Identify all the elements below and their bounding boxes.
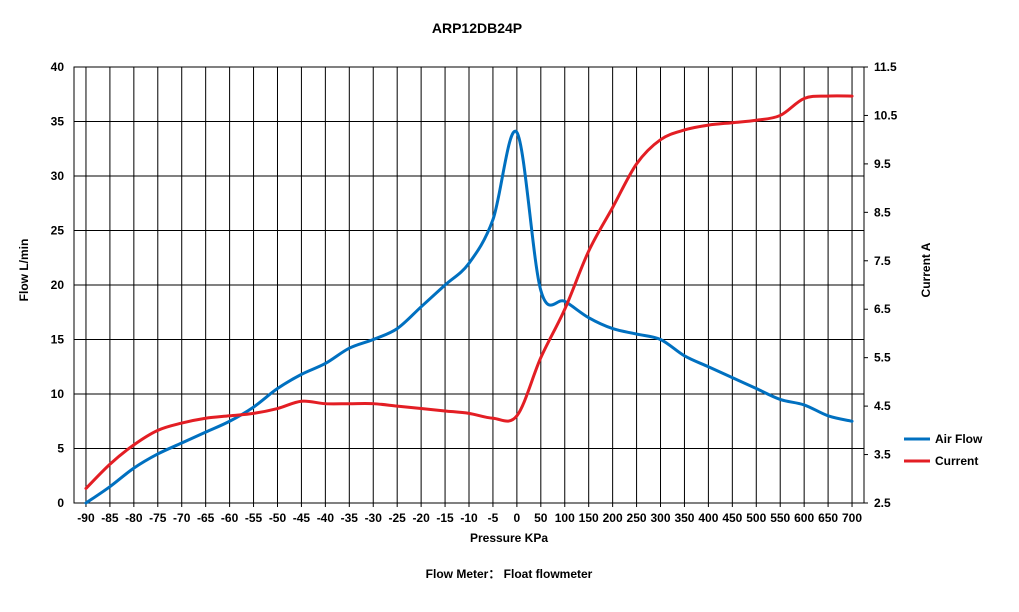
x-tick-label: -5: [488, 511, 499, 525]
x-tick-label: 300: [650, 511, 670, 525]
right-axis-ticks: 2.5 3.5 4.5 5.5 6.5 7.5 8.5 9.5 10.5 11.5: [864, 60, 898, 510]
right-tick-label: 11.5: [874, 60, 897, 74]
x-tick-label: -90: [77, 511, 95, 525]
left-tick-label: 35: [51, 115, 65, 129]
x-tick-label: -40: [317, 511, 335, 525]
right-tick-label: 7.5: [874, 254, 891, 268]
left-tick-label: 30: [51, 169, 65, 183]
x-tick-label: -65: [197, 511, 215, 525]
legend-label-current: Current: [935, 454, 978, 468]
right-tick-label: 3.5: [874, 448, 891, 462]
x-tick-label: 150: [579, 511, 599, 525]
x-axis-title: Pressure KPa: [470, 531, 548, 545]
x-tick-label: -10: [460, 511, 478, 525]
x-tick-label: 100: [555, 511, 575, 525]
x-tick-label: 200: [603, 511, 623, 525]
x-tick-label: 350: [674, 511, 694, 525]
x-tick-label: -20: [412, 511, 430, 525]
x-tick-label: 500: [746, 511, 766, 525]
x-tick-label: -45: [293, 511, 311, 525]
left-tick-label: 0: [57, 496, 64, 510]
x-tick-label: -25: [389, 511, 407, 525]
left-tick-label: 40: [51, 60, 65, 74]
x-tick-label: 550: [770, 511, 790, 525]
right-tick-label: 5.5: [874, 351, 891, 365]
x-axis-ticks: -90-85-80-75-70-65-60-55-50-45-40-35-30-…: [77, 503, 862, 525]
right-tick-label: 10.5: [874, 108, 898, 122]
right-tick-label: 4.5: [874, 399, 891, 413]
right-tick-label: 8.5: [874, 205, 891, 219]
x-tick-label: -75: [149, 511, 167, 525]
right-tick-label: 6.5: [874, 302, 891, 316]
x-tick-label: -70: [173, 511, 191, 525]
left-tick-label: 20: [51, 278, 65, 292]
right-tick-label: 2.5: [874, 496, 891, 510]
left-axis-title: Flow L/min: [17, 239, 31, 302]
chart-title: ARP12DB24P: [432, 20, 522, 36]
left-axis-ticks: 0 5 10 15 20 25 30 35 40: [51, 60, 65, 510]
x-tick-label: 600: [794, 511, 814, 525]
x-tick-label: -60: [221, 511, 239, 525]
left-tick-label: 5: [57, 442, 64, 456]
x-tick-label: 250: [627, 511, 647, 525]
x-tick-label: -35: [341, 511, 359, 525]
x-tick-label: 450: [722, 511, 742, 525]
flow-meter-caption: Flow Meter： Float flowmeter: [426, 567, 593, 581]
left-tick-label: 15: [51, 333, 65, 347]
x-tick-label: -85: [101, 511, 119, 525]
x-tick-label: -30: [365, 511, 383, 525]
x-tick-label: -15: [436, 511, 454, 525]
left-tick-label: 25: [51, 224, 65, 238]
x-tick-label: 700: [842, 511, 862, 525]
x-tick-label: -80: [125, 511, 143, 525]
right-tick-label: 9.5: [874, 157, 891, 171]
x-tick-label: 400: [698, 511, 718, 525]
x-tick-label: -55: [245, 511, 263, 525]
legend-label-air-flow: Air Flow: [935, 432, 983, 446]
x-tick-label: 50: [534, 511, 548, 525]
x-tick-label: 650: [818, 511, 838, 525]
left-tick-label: 10: [51, 387, 65, 401]
x-tick-label: -50: [269, 511, 287, 525]
right-axis-title: Current A: [919, 242, 933, 297]
x-tick-label: 0: [514, 511, 521, 525]
legend: Air Flow Current: [904, 432, 983, 468]
